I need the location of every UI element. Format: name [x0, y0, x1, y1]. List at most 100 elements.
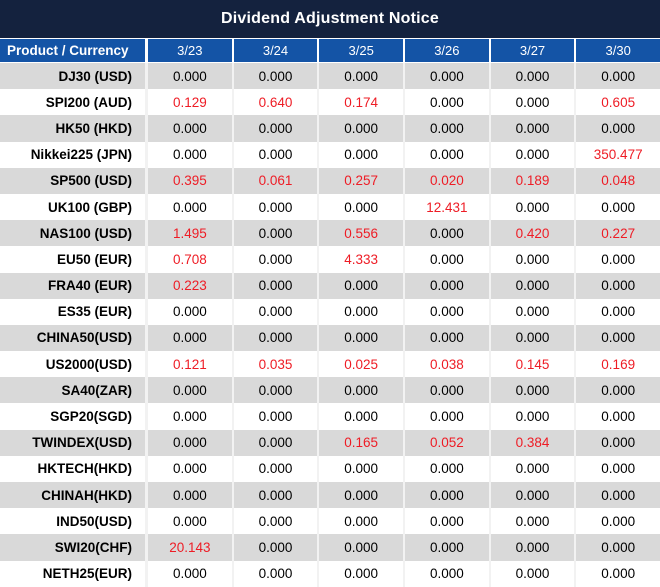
dividend-value-cell: 0.000	[601, 120, 636, 136]
table-row: NETH25(EUR) 0.000 0.000 0.000 0.000 0.000 0.00…	[0, 560, 660, 587]
dividend-value-cell: 0.000	[234, 220, 320, 247]
dividend-value-cell: 0.000	[234, 482, 320, 509]
dividend-value-cell: 0.000	[319, 141, 406, 168]
dividend-value-cell: 0.000	[148, 298, 234, 325]
dividend-value-cell: 0.000	[405, 141, 491, 168]
table-row: UK100 (GBP) 0.000 0.000 0.000 12.431 0.000 0.0…	[0, 193, 660, 221]
dividend-value-cell: 0.121	[148, 351, 234, 378]
dividend-value-cell: 0.000	[234, 508, 320, 535]
dividend-value-cell: 0.000	[405, 63, 491, 90]
dividend-value-cell: 0.640	[234, 89, 320, 116]
date-column-header: 3/27	[491, 39, 577, 62]
dividend-value-cell: 0.000	[148, 377, 234, 404]
table-row: EU50 (EUR) 0.708 0.000 4.333 0.000 0.000 0.000	[0, 246, 660, 273]
table-row: SP500 (USD) 0.395 0.061 0.257 0.020 0.189 0.04…	[0, 167, 660, 194]
table-header-row: Product / Currency 3/23 3/24 3/25 3/26 3…	[0, 38, 660, 63]
product-label: HKTECH(HKD)	[0, 455, 148, 482]
dividend-value-cell: 0.000	[601, 199, 636, 215]
table-row: SA40(ZAR) 0.000 0.000 0.000 0.000 0.000 0.000	[0, 377, 660, 404]
table-row: DJ30 (USD) 0.000 0.000 0.000 0.000 0.000 0.000	[0, 63, 660, 90]
dividend-value-cell: 0.000	[319, 377, 406, 404]
dividend-value-cell: 0.000	[601, 539, 636, 555]
page-title: Dividend Adjustment Notice	[0, 0, 660, 38]
dividend-value-cell: 0.000	[319, 63, 406, 90]
dividend-value-cell: 0.000	[601, 304, 636, 320]
product-label: UK100 (GBP)	[0, 193, 148, 221]
table-row: SPI200 (AUD) 0.129 0.640 0.174 0.000 0.000 0.6…	[0, 89, 660, 116]
dividend-value-cell: 0.000	[319, 298, 406, 325]
dividend-value-cell: 350.477	[593, 147, 643, 163]
dividend-value-cell: 0.000	[601, 566, 636, 582]
product-label: DJ30 (USD)	[0, 63, 148, 90]
dividend-value-cell: 1.495	[148, 220, 234, 247]
dividend-value-cell: 0.000	[405, 560, 491, 587]
dividend-value-cell: 0.000	[601, 251, 636, 267]
dividend-value-cell: 0.000	[234, 534, 320, 561]
dividend-value-cell: 0.257	[319, 167, 406, 194]
product-label: US2000(USD)	[0, 351, 148, 378]
dividend-value-cell: 0.605	[601, 94, 636, 110]
product-label: IND50(USD)	[0, 508, 148, 535]
date-column-header: 3/23	[148, 39, 234, 62]
dividend-value-cell: 0.000	[319, 560, 406, 587]
dividend-value-cell: 0.000	[319, 193, 406, 221]
table-row: SGP20(SGD) 0.000 0.000 0.000 0.000 0.000 0.000	[0, 403, 660, 430]
dividend-value-cell: 0.000	[491, 193, 577, 221]
dividend-value-cell: 0.000	[491, 141, 577, 168]
dividend-value-cell: 0.000	[148, 403, 234, 430]
dividend-value-cell: 0.000	[405, 508, 491, 535]
dividend-value-cell: 0.000	[148, 193, 234, 221]
dividend-value-cell: 0.000	[491, 534, 577, 561]
dividend-value-cell: 0.000	[405, 534, 491, 561]
dividend-value-cell: 0.000	[405, 246, 491, 273]
dividend-value-cell: 12.431	[405, 193, 491, 221]
dividend-value-cell: 0.000	[405, 324, 491, 352]
dividend-value-cell: 0.000	[601, 278, 636, 294]
dividend-value-cell: 0.000	[319, 272, 406, 299]
table-row: TWINDEX(USD) 0.000 0.000 0.165 0.052 0.384 0.0…	[0, 429, 660, 456]
dividend-value-cell: 0.420	[491, 220, 577, 247]
dividend-value-cell: 0.223	[148, 272, 234, 299]
dividend-value-cell: 0.000	[405, 298, 491, 325]
date-column-header: 3/24	[234, 39, 320, 62]
dividend-value-cell: 0.000	[405, 220, 491, 247]
dividend-value-cell: 0.000	[148, 455, 234, 482]
dividend-value-cell: 0.000	[601, 409, 636, 425]
dividend-value-cell: 0.000	[601, 435, 636, 451]
dividend-value-cell: 0.000	[234, 324, 320, 352]
dividend-value-cell: 0.169	[601, 356, 636, 372]
dividend-value-cell: 0.000	[491, 324, 577, 352]
dividend-value-cell: 0.000	[148, 429, 234, 456]
dividend-value-cell: 0.000	[491, 298, 577, 325]
dividend-value-cell: 0.000	[601, 461, 636, 477]
dividend-value-cell: 0.000	[405, 482, 491, 509]
dividend-value-cell: 0.000	[491, 482, 577, 509]
dividend-value-cell: 0.025	[319, 351, 406, 378]
product-label: SA40(ZAR)	[0, 377, 148, 404]
dividend-value-cell: 0.000	[491, 508, 577, 535]
product-label: SGP20(SGD)	[0, 403, 148, 430]
table-row: HKTECH(HKD) 0.000 0.000 0.000 0.000 0.000 0.00…	[0, 455, 660, 482]
dividend-value-cell: 0.000	[491, 560, 577, 587]
dividend-value-cell: 0.384	[491, 429, 577, 456]
dividend-value-cell: 0.000	[234, 429, 320, 456]
dividend-value-cell: 0.000	[405, 377, 491, 404]
dividend-value-cell: 0.000	[234, 272, 320, 299]
dividend-value-cell: 0.145	[491, 351, 577, 378]
dividend-value-cell: 0.000	[319, 508, 406, 535]
dividend-value-cell: 0.035	[234, 351, 320, 378]
dividend-value-cell: 0.174	[319, 89, 406, 116]
product-label: TWINDEX(USD)	[0, 429, 148, 456]
product-label: NAS100 (USD)	[0, 220, 148, 247]
dividend-value-cell: 0.000	[148, 560, 234, 587]
dividend-value-cell: 0.052	[405, 429, 491, 456]
dividend-value-cell: 0.000	[601, 330, 636, 346]
dividend-value-cell: 0.038	[405, 351, 491, 378]
dividend-value-cell: 0.000	[405, 89, 491, 116]
product-label: EU50 (EUR)	[0, 246, 148, 273]
table-row: Nikkei225 (JPN) 0.000 0.000 0.000 0.000 0.000…	[0, 141, 660, 168]
dividend-value-cell: 0.189	[491, 167, 577, 194]
dividend-value-cell: 0.000	[319, 115, 406, 142]
table-row: NAS100 (USD) 1.495 0.000 0.556 0.000 0.420 0.2…	[0, 220, 660, 247]
dividend-value-cell: 0.000	[319, 455, 406, 482]
